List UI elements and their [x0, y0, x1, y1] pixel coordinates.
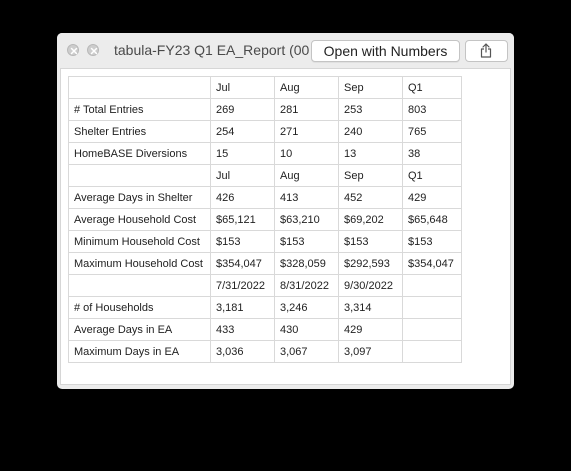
share-icon — [480, 43, 492, 58]
table-cell: $153 — [210, 230, 275, 253]
row-label-cell — [68, 274, 211, 297]
table-cell: $328,059 — [274, 252, 339, 275]
table-row: # of Households 3,181 3,246 3,314 — [68, 296, 462, 319]
table-cell: 9/30/2022 — [338, 274, 403, 297]
table-cell: $63,210 — [274, 208, 339, 231]
table-cell: 426 — [210, 186, 275, 209]
row-label-cell: Shelter Entries — [68, 120, 211, 143]
table-cell: 254 — [210, 120, 275, 143]
row-label-cell: Average Household Cost — [68, 208, 211, 231]
title-bar: tabula-FY23 Q1 EA_Report (00... Open wit… — [57, 33, 514, 67]
table-row: HomeBASE Diversions 15 10 13 38 — [68, 142, 462, 165]
table-cell: 13 — [338, 142, 403, 165]
table-cell — [402, 296, 462, 319]
table-cell: Aug — [274, 76, 339, 99]
row-label-cell: Average Days in Shelter — [68, 186, 211, 209]
table-cell: $69,202 — [338, 208, 403, 231]
table-cell: 3,097 — [338, 340, 403, 363]
preview-content: Jul Aug Sep Q1 # Total Entries 269 281 253 803 Sh… — [60, 68, 511, 385]
table-cell: 3,246 — [274, 296, 339, 319]
table-cell: 3,036 — [210, 340, 275, 363]
table-cell: 413 — [274, 186, 339, 209]
table-cell: $354,047 — [402, 252, 462, 275]
report-table: Jul Aug Sep Q1 # Total Entries 269 281 253 803 Sh… — [68, 76, 462, 363]
share-button[interactable] — [465, 40, 508, 62]
table-cell: 452 — [338, 186, 403, 209]
table-row: # Total Entries 269 281 253 803 — [68, 98, 462, 121]
table-cell: 269 — [210, 98, 275, 121]
table-cell: Sep — [338, 164, 403, 187]
table-cell: 429 — [338, 318, 403, 341]
row-label-cell — [68, 164, 211, 187]
table-cell: Q1 — [402, 164, 462, 187]
open-with-numbers-button[interactable]: Open with Numbers — [311, 40, 460, 62]
table-cell: Aug — [274, 164, 339, 187]
table-cell: $153 — [338, 230, 403, 253]
table-row: Minimum Household Cost $153 $153 $153 $153 — [68, 230, 462, 253]
table-cell: $153 — [274, 230, 339, 253]
table-cell: 281 — [274, 98, 339, 121]
table-cell: 3,314 — [338, 296, 403, 319]
quicklook-window: tabula-FY23 Q1 EA_Report (00... Open wit… — [57, 33, 514, 389]
table-cell: Jul — [210, 76, 275, 99]
row-label-cell: Minimum Household Cost — [68, 230, 211, 253]
table-cell: 3,067 — [274, 340, 339, 363]
window-title: tabula-FY23 Q1 EA_Report (00... — [114, 42, 309, 58]
row-label-cell: # of Households — [68, 296, 211, 319]
table-cell: 8/31/2022 — [274, 274, 339, 297]
table-cell: 38 — [402, 142, 462, 165]
table-cell: 10 — [274, 142, 339, 165]
row-label-cell: # Total Entries — [68, 98, 211, 121]
table-cell: 253 — [338, 98, 403, 121]
table-cell: 271 — [274, 120, 339, 143]
table-row: Average Days in EA 433 430 429 — [68, 318, 462, 341]
table-cell: Jul — [210, 164, 275, 187]
close-button[interactable] — [67, 44, 79, 56]
row-label-cell: HomeBASE Diversions — [68, 142, 211, 165]
table-row: Average Household Cost $65,121 $63,210 $69,… — [68, 208, 462, 231]
table-cell: Q1 — [402, 76, 462, 99]
table-cell: 7/31/2022 — [210, 274, 275, 297]
table-cell: 15 — [210, 142, 275, 165]
table-cell: 3,181 — [210, 296, 275, 319]
table-cell — [402, 340, 462, 363]
table-row: Maximum Days in EA 3,036 3,067 3,097 — [68, 340, 462, 363]
close-icon — [70, 47, 78, 55]
table-cell: 803 — [402, 98, 462, 121]
table-cell: $65,121 — [210, 208, 275, 231]
table-cell: $292,593 — [338, 252, 403, 275]
table-cell: $153 — [402, 230, 462, 253]
table-cell: 765 — [402, 120, 462, 143]
table-row: Shelter Entries 254 271 240 765 — [68, 120, 462, 143]
fullscreen-button[interactable] — [87, 44, 99, 56]
table-cell — [402, 274, 462, 297]
minimize-icon — [90, 47, 98, 55]
table-cell: 433 — [210, 318, 275, 341]
table-row: Jul Aug Sep Q1 — [68, 164, 462, 187]
table-cell — [402, 318, 462, 341]
table-cell: $65,648 — [402, 208, 462, 231]
table-row: Average Days in Shelter 426 413 452 429 — [68, 186, 462, 209]
row-label-cell: Maximum Household Cost — [68, 252, 211, 275]
table-row: 7/31/2022 8/31/2022 9/30/2022 — [68, 274, 462, 297]
table-cell: Sep — [338, 76, 403, 99]
table-cell: 430 — [274, 318, 339, 341]
table-cell: 429 — [402, 186, 462, 209]
table-row: Jul Aug Sep Q1 — [68, 76, 462, 99]
row-label-cell: Average Days in EA — [68, 318, 211, 341]
table-row: Maximum Household Cost $354,047 $328,059 $2… — [68, 252, 462, 275]
row-label-cell: Maximum Days in EA — [68, 340, 211, 363]
row-label-cell — [68, 76, 211, 99]
table-cell: 240 — [338, 120, 403, 143]
table-cell: $354,047 — [210, 252, 275, 275]
